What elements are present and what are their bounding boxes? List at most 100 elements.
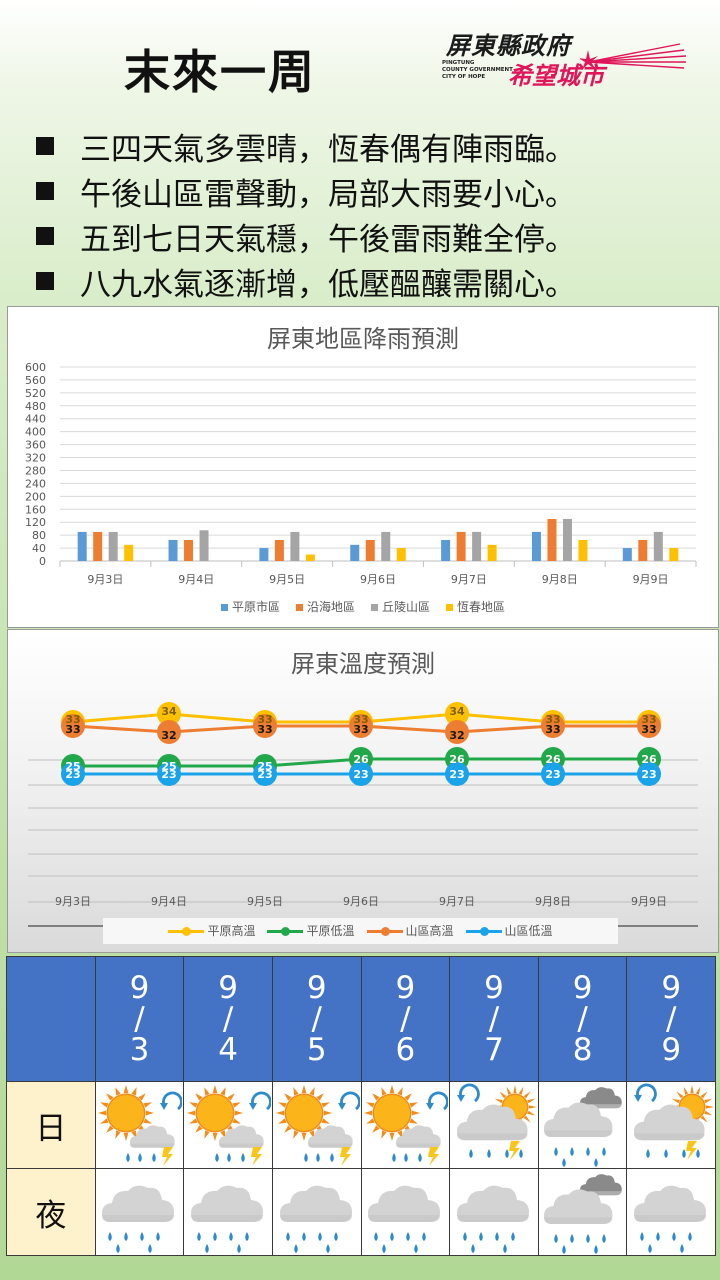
data-label: 33 bbox=[641, 723, 656, 736]
day-row-label: 日 bbox=[6, 1081, 96, 1169]
y-tick-label: 400 bbox=[25, 426, 46, 439]
data-label: 26 bbox=[641, 753, 657, 766]
y-tick-label: 80 bbox=[32, 529, 46, 542]
rain-chart-legend: 平原市區 沿海地區 丘陵山區 恆春地區 bbox=[8, 598, 718, 615]
page-title: 末來一周 bbox=[124, 45, 316, 99]
rain-chart: 屏東地區降雨預測 0 40 80 120 160 200 240 280 320 360 400 44… bbox=[7, 306, 719, 628]
x-tick-label: 9月8日 bbox=[542, 573, 578, 586]
night-row-label: 夜 bbox=[6, 1168, 96, 1256]
night-weather-cell bbox=[537, 1168, 628, 1256]
data-label: 33 bbox=[257, 723, 272, 736]
day-weather-cell bbox=[537, 1081, 628, 1169]
night-weather-cell bbox=[360, 1168, 451, 1256]
day-weather-cell bbox=[183, 1081, 273, 1169]
bar bbox=[168, 539, 178, 561]
x-tick-label: 9月5日 bbox=[247, 895, 283, 908]
night-weather-cell bbox=[626, 1168, 716, 1256]
bar bbox=[578, 539, 588, 561]
logo-rays-icon bbox=[580, 43, 687, 70]
rain-chart-title: 屏東地區降雨預測 bbox=[267, 325, 459, 353]
bar bbox=[441, 539, 451, 561]
y-tick-label: 200 bbox=[25, 490, 46, 503]
data-point bbox=[157, 762, 181, 786]
bar bbox=[93, 531, 103, 561]
data-label: 25 bbox=[257, 760, 272, 773]
data-label: 23 bbox=[257, 768, 272, 781]
data-point bbox=[61, 714, 85, 738]
night-weather-cell bbox=[183, 1168, 273, 1256]
x-tick-label: 9月7日 bbox=[439, 895, 475, 908]
date-header: 9 / 9 bbox=[626, 956, 716, 1082]
data-label: 25 bbox=[161, 760, 176, 773]
data-label: 33 bbox=[353, 713, 368, 726]
bar bbox=[124, 544, 134, 561]
bar bbox=[622, 548, 632, 561]
cloud-rain-icon bbox=[279, 1185, 352, 1253]
data-label: 23 bbox=[641, 768, 656, 781]
data-label: 32 bbox=[161, 729, 176, 742]
data-point bbox=[637, 762, 661, 786]
bar bbox=[531, 531, 541, 561]
data-label: 25 bbox=[65, 760, 80, 773]
sun-cloud-rain-thunder-icon bbox=[364, 1085, 449, 1166]
date-header: 9 / 8 bbox=[537, 956, 628, 1082]
y-tick-label: 320 bbox=[25, 452, 46, 465]
bar bbox=[290, 531, 300, 561]
night-weather-cell bbox=[94, 1168, 185, 1256]
data-label: 33 bbox=[65, 723, 80, 736]
logo-slogan: 希望城市 bbox=[508, 62, 604, 90]
data-label: 23 bbox=[353, 768, 368, 781]
data-point bbox=[445, 762, 469, 786]
data-point bbox=[445, 720, 469, 744]
y-tick-label: 40 bbox=[32, 542, 46, 555]
logo-english: PINGTUNG COUNTY GOVERNMENT CITY OF HOPE bbox=[442, 60, 513, 80]
data-label: 32 bbox=[449, 729, 464, 742]
day-weather-cell bbox=[626, 1081, 716, 1169]
x-tick-label: 9月6日 bbox=[343, 895, 379, 908]
date-header: 9 / 3 bbox=[94, 956, 185, 1082]
cloud-rain-icon bbox=[102, 1185, 175, 1253]
y-tick-label: 240 bbox=[25, 477, 46, 490]
legend-item: 平原市區 bbox=[220, 598, 280, 615]
bar bbox=[350, 544, 360, 561]
y-tick-label: 0 bbox=[39, 555, 46, 568]
bar bbox=[562, 518, 572, 561]
bar bbox=[184, 539, 194, 561]
temperature-chart-title: 屏東溫度預測 bbox=[291, 650, 435, 678]
sun-cloud-rain-thunder-icon bbox=[98, 1085, 183, 1166]
data-label: 33 bbox=[545, 713, 560, 726]
bar bbox=[365, 539, 375, 561]
legend-item: 山區低溫 bbox=[465, 918, 553, 944]
county-logo: 屏東縣政府 PINGTUNG COUNTY GOVERNMENT CITY OF… bbox=[440, 26, 690, 92]
date-header: 9 / 4 bbox=[183, 956, 273, 1082]
x-tick-label: 9月8日 bbox=[535, 895, 571, 908]
bar bbox=[396, 548, 406, 561]
legend-item: 丘陵山區 bbox=[371, 598, 430, 615]
legend-item: 平原低溫 bbox=[267, 918, 355, 944]
bar bbox=[653, 531, 663, 561]
data-point bbox=[541, 762, 565, 786]
x-tick-label: 9月3日 bbox=[87, 573, 123, 586]
bar bbox=[305, 554, 315, 561]
data-label: 33 bbox=[641, 713, 656, 726]
data-point bbox=[637, 714, 661, 738]
data-point bbox=[253, 714, 277, 738]
x-tick-label: 9月4日 bbox=[178, 573, 214, 586]
x-tick-label: 9月4日 bbox=[151, 895, 187, 908]
y-tick-label: 360 bbox=[25, 439, 46, 452]
bar bbox=[108, 531, 118, 561]
night-weather-cell bbox=[271, 1168, 362, 1256]
data-label: 26 bbox=[545, 753, 561, 766]
data-point bbox=[349, 762, 373, 786]
x-tick-label: 9月3日 bbox=[55, 895, 91, 908]
y-tick-label: 480 bbox=[25, 400, 46, 413]
data-label: 23 bbox=[545, 768, 560, 781]
bar bbox=[669, 548, 679, 561]
data-label: 33 bbox=[65, 713, 80, 726]
y-tick-label: 440 bbox=[25, 413, 46, 426]
day-weather-cell bbox=[271, 1081, 362, 1169]
bar bbox=[259, 548, 269, 561]
day-weather-cell bbox=[360, 1081, 451, 1169]
